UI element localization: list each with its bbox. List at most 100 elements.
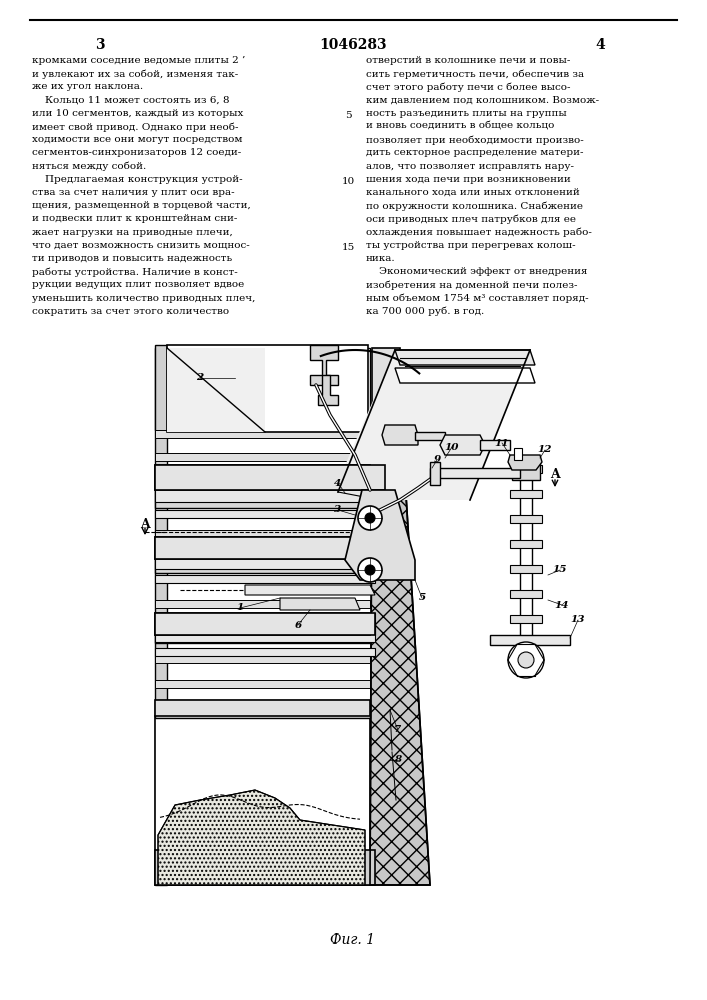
Text: 1: 1 [236,603,244,612]
Bar [155,700,370,718]
Text: 7: 7 [395,726,402,734]
Polygon shape [167,345,368,432]
Polygon shape [508,455,542,470]
Bar [370,465,375,490]
Text: имеет свой привод. Однако при необ-: имеет свой привод. Однако при необ- [32,122,238,131]
Bar [370,537,375,559]
Bar [514,448,522,460]
Polygon shape [440,435,485,455]
Text: ти приводов и повысить надежность: ти приводов и повысить надежность [32,254,232,263]
Text: изобретения на доменной печи полез-: изобретения на доменной печи полез- [366,280,578,290]
Text: работы устройства. Наличие в конст-: работы устройства. Наличие в конст- [32,267,238,277]
Text: 5: 5 [419,593,426,602]
Text: сить герметичность печи, обеспечив за: сить герметичность печи, обеспечив за [366,69,584,79]
Text: канального хода или иных отклонений: канального хода или иных отклонений [366,188,580,197]
Bar [155,575,370,583]
Bar [155,716,370,885]
Text: 5: 5 [345,111,351,120]
Text: дить секторное распределение матери-: дить секторное распределение матери- [366,148,583,157]
Bar [155,465,385,490]
Polygon shape [382,425,418,445]
Circle shape [508,642,544,678]
Bar [510,540,542,548]
Bar [155,705,370,713]
Text: жает нагрузки на приводные плечи,: жает нагрузки на приводные плечи, [32,228,233,237]
Bar [155,488,375,502]
Bar [155,490,370,508]
Polygon shape [430,462,440,485]
Bar [155,613,375,635]
Text: уменьшить количество приводных плеч,: уменьшить количество приводных плеч, [32,294,255,303]
Text: ства за счет наличия у плит оси вра-: ства за счет наличия у плит оси вра- [32,188,235,197]
Text: 9: 9 [433,456,440,464]
Text: 14: 14 [555,600,569,609]
Polygon shape [318,375,338,405]
Text: оси приводных плеч патрубков для ее: оси приводных плеч патрубков для ее [366,214,576,224]
Text: охлаждения повышает надежность рабо-: охлаждения повышает надежность рабо- [366,228,592,237]
Bar [155,465,370,490]
Text: 11: 11 [495,438,509,448]
Bar [155,475,370,483]
Text: A: A [550,468,560,482]
Text: Кольцо 11 может состоять из 6, 8: Кольцо 11 может состоять из 6, 8 [32,96,230,105]
Text: позволяет при необходимости произво-: позволяет при необходимости произво- [366,135,584,145]
Text: ным объемом 1754 м³ составляет поряд-: ным объемом 1754 м³ составляет поряд- [366,294,589,303]
Bar [520,460,532,660]
Text: 3: 3 [95,38,105,52]
Text: 15: 15 [341,243,355,252]
Bar [155,537,375,559]
Text: няться между собой.: няться между собой. [32,162,146,171]
Bar [370,613,375,635]
Text: щения, размещенной в торцевой части,: щения, размещенной в торцевой части, [32,201,251,210]
Bar [415,432,445,440]
Bar [155,345,685,885]
Circle shape [358,558,382,582]
Text: и подвески плит к кронштейнам сни-: и подвески плит к кронштейнам сни- [32,214,238,223]
Bar [155,453,370,461]
Bar [155,600,370,608]
Bar [155,555,375,569]
Bar [155,655,370,663]
Text: ность разъединить плиты на группы: ность разъединить плиты на группы [366,109,567,118]
Polygon shape [430,468,520,478]
Polygon shape [395,368,535,383]
Text: или 10 сегментов, каждый из которых: или 10 сегментов, каждый из которых [32,109,243,118]
Bar [155,850,375,885]
Text: Предлагаемая конструкция устрой-: Предлагаемая конструкция устрой- [32,175,243,184]
Text: 1046283: 1046283 [319,38,387,52]
Bar [510,515,542,523]
Bar [155,630,370,638]
Bar [510,590,542,598]
Polygon shape [167,348,265,432]
Bar [155,625,370,643]
Text: ким давлением под колошником. Возмож-: ким давлением под колошником. Возмож- [366,96,599,105]
Text: 3: 3 [334,506,341,514]
Text: же их угол наклона.: же их угол наклона. [32,82,143,91]
Text: сегментов-синхронизаторов 12 соеди-: сегментов-синхронизаторов 12 соеди- [32,148,241,157]
Text: отверстий в колошнике печи и повы-: отверстий в колошнике печи и повы- [366,56,571,65]
Bar [510,565,542,573]
Text: Экономический эффект от внедрения: Экономический эффект от внедрения [366,267,588,276]
Polygon shape [345,490,415,580]
Bar [155,628,375,642]
Text: 13: 13 [571,615,585,624]
Text: ка 700 000 руб. в год.: ка 700 000 руб. в год. [366,307,484,316]
Text: A: A [140,518,150,530]
Text: 6: 6 [294,620,302,630]
Bar [155,648,375,656]
Text: 10: 10 [445,442,460,452]
Bar [480,440,510,450]
Polygon shape [330,350,530,500]
Text: ты устройства при перегревах колош-: ты устройства при перегревах колош- [366,241,575,250]
Text: 4: 4 [334,479,341,488]
Bar [155,430,370,438]
Polygon shape [310,345,338,385]
Text: 15: 15 [553,566,567,574]
Bar [155,510,375,518]
Bar [155,530,370,538]
Bar [155,537,370,559]
Polygon shape [372,348,402,430]
Text: по окружности колошника. Снабжение: по окружности колошника. Снабжение [366,201,583,211]
Bar [155,613,370,635]
Text: и увлекают их за собой, изменяя так-: и увлекают их за собой, изменяя так- [32,69,238,79]
